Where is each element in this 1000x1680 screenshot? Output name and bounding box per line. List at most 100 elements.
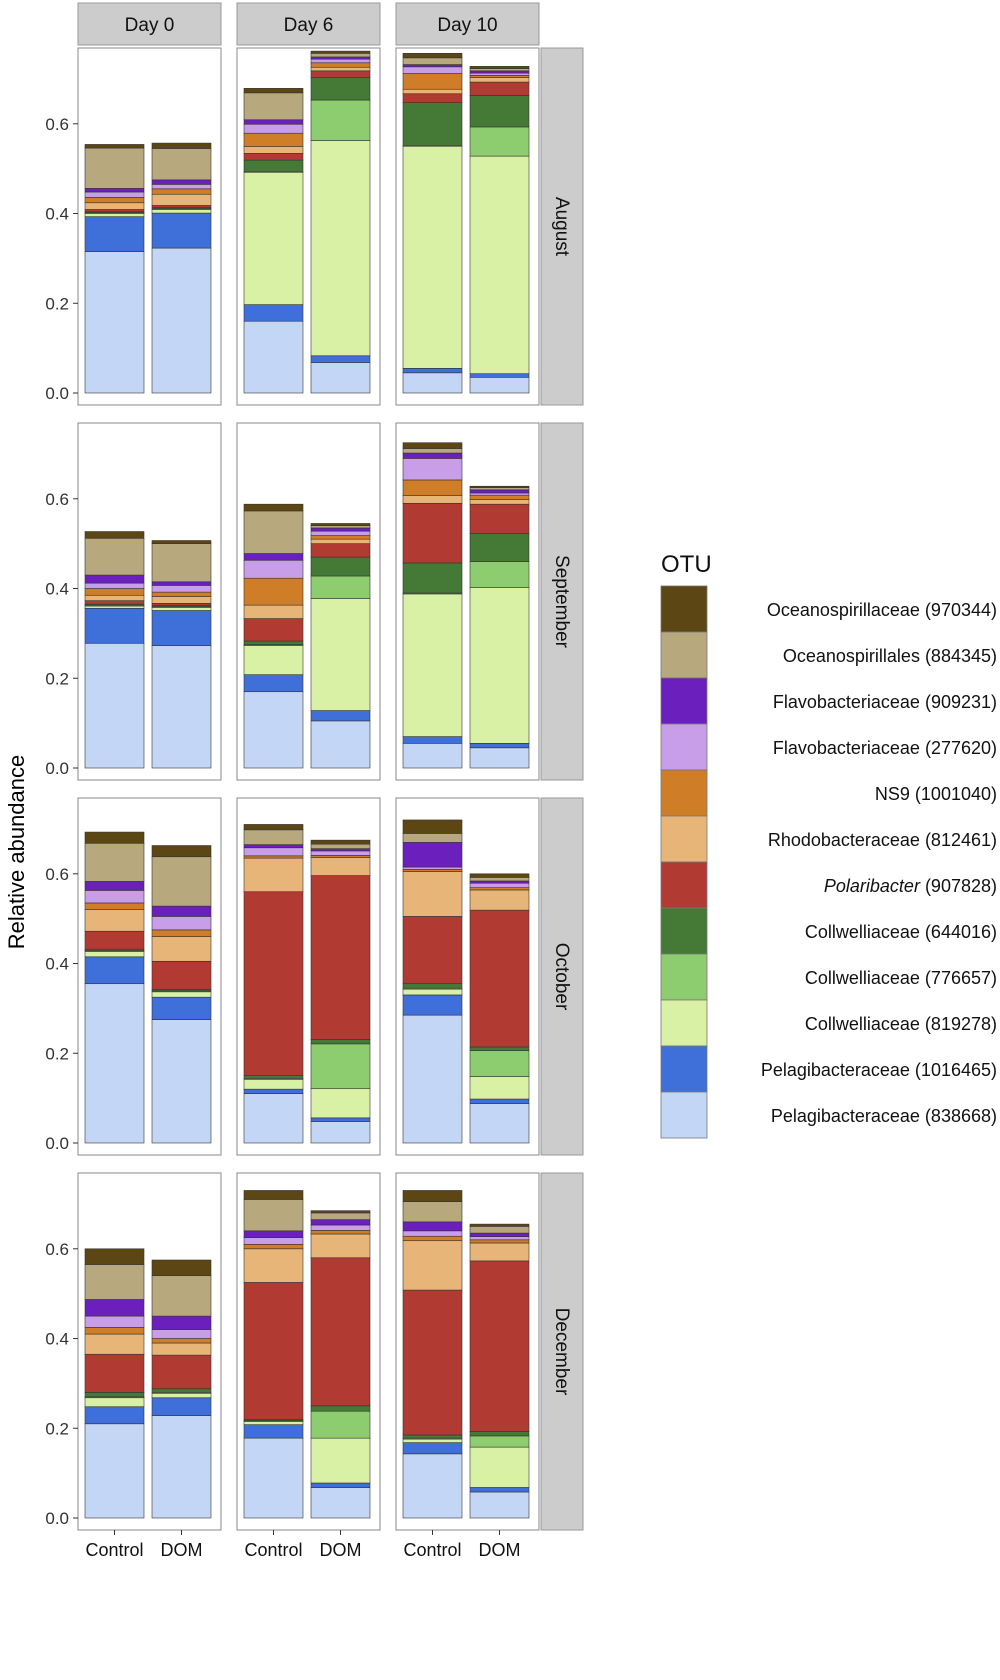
legend-key: [660, 631, 708, 679]
legend-label: Collwelliaceae (776657): [805, 968, 997, 988]
bar-segment-oceanospirillales-884345: [151, 1275, 212, 1317]
bar-segment-flavobacteriaceae-909231: [243, 844, 304, 849]
bar-segment-collwelliaceae-776657: [310, 1043, 371, 1090]
facet-label: Day 10: [437, 15, 497, 36]
y-tick-label: 0.2: [45, 669, 69, 688]
bar-segment-flavobacteriaceae-277620: [310, 530, 371, 536]
bar-segment-polaribacter-907828: [243, 153, 304, 161]
bar-segment-flavobacteriaceae-277620: [402, 1230, 463, 1237]
bar-segment-collwelliaceae-776657: [310, 99, 371, 141]
bar-segment-oceanospirillales-884345: [243, 1199, 304, 1232]
panel-october-day-0: [77, 797, 222, 1156]
bar-segment-flavobacteriaceae-909231: [84, 1299, 145, 1317]
bar-segment-flavobacteriaceae-909231: [151, 1315, 212, 1330]
bar-segment-flavobacteriaceae-909231: [310, 56, 371, 60]
bar-segment-ns9-1001040: [402, 1235, 463, 1242]
bar-segment-collwelliaceae-644016: [310, 1405, 371, 1412]
bar-segment-polaribacter-907828: [243, 1282, 304, 1420]
bar-segment-collwelliaceae-819278: [84, 951, 145, 958]
bar-segment-pelagibacteraceae-1016465: [243, 674, 304, 693]
bar-segment-oceanospirillales-884345: [151, 148, 212, 181]
bar-segment-rhodobacteraceae-812461: [469, 499, 530, 505]
bar-segment-oceanospirillaceae-970344: [402, 442, 463, 449]
bar-segment-oceanospirillaceae-970344: [469, 873, 530, 878]
bar-segment-oceanospirillales-884345: [84, 842, 145, 882]
bar-segment-flavobacteriaceae-277620: [84, 1315, 145, 1328]
bar-control: [243, 824, 304, 1144]
facet-strip-day-6: Day 6: [236, 2, 381, 46]
bar-segment-oceanospirillales-884345: [469, 1226, 530, 1234]
facet-label: October: [551, 943, 572, 1011]
bar-segment-pelagibacteraceae-1016465: [151, 610, 212, 646]
bar-segment-collwelliaceae-644016: [310, 1039, 371, 1045]
bar-segment-pelagibacteraceae-1016465: [402, 736, 463, 744]
bar-segment-collwelliaceae-819278: [151, 209, 212, 214]
bar-segment-oceanospirillales-884345: [310, 53, 371, 58]
bar-dom: [310, 50, 371, 394]
bar-segment-oceanospirillaceae-970344: [310, 523, 371, 527]
bar-segment-pelagibacteraceae-838668: [151, 1415, 212, 1519]
y-tick-label: 0.2: [45, 1044, 69, 1063]
bar-control: [84, 144, 145, 394]
bar-segment-rhodobacteraceae-812461: [310, 1233, 371, 1259]
legend-key: [660, 1091, 708, 1139]
bar-segment-flavobacteriaceae-909231: [469, 880, 530, 884]
bar-segment-flavobacteriaceae-909231: [310, 848, 371, 852]
bar-segment-ns9-1001040: [310, 535, 371, 540]
bar-segment-pelagibacteraceae-838668: [243, 1437, 304, 1519]
bar-segment-flavobacteriaceae-909231: [151, 179, 212, 185]
bar-segment-pelagibacteraceae-1016465: [469, 743, 530, 749]
bar-segment-polaribacter-907828: [402, 93, 463, 104]
bar-segment-polaribacter-907828: [310, 1257, 371, 1407]
bar-segment-oceanospirillaceae-970344: [310, 1210, 371, 1214]
bar-segment-flavobacteriaceae-909231: [402, 64, 463, 68]
bar-segment-collwelliaceae-644016: [310, 556, 371, 577]
bar-segment-pelagibacteraceae-838668: [151, 1019, 212, 1144]
bar-segment-pelagibacteraceae-838668: [243, 320, 304, 394]
bar-segment-collwelliaceae-819278: [243, 1078, 304, 1090]
facet-label: September: [551, 555, 572, 649]
bar-segment-pelagibacteraceae-1016465: [84, 216, 145, 252]
x-tick-label: Control: [85, 1540, 143, 1560]
bar-segment-collwelliaceae-776657: [310, 1410, 371, 1439]
bar-segment-collwelliaceae-644016: [243, 159, 304, 172]
legend-item-pelagibacteraceae-838668: Pelagibacteraceae (838668): [660, 1091, 997, 1139]
legend-key: [660, 585, 708, 633]
bar-segment-flavobacteriaceae-277620: [243, 123, 304, 134]
facet-strip-bg: [540, 797, 584, 1156]
bar-segment-rhodobacteraceae-812461: [84, 594, 145, 601]
legend-label: Collwelliaceae (819278): [805, 1014, 997, 1034]
legend-key: [660, 999, 708, 1047]
bar-dom: [469, 485, 530, 769]
bar-segment-flavobacteriaceae-277620: [310, 58, 371, 64]
y-tick-label: 0.0: [45, 759, 69, 778]
panel-october-day-10: [395, 797, 540, 1156]
bar-segment-collwelliaceae-819278: [310, 598, 371, 711]
bar-segment-oceanospirillaceae-970344: [243, 824, 304, 831]
bar-segment-ns9-1001040: [84, 1327, 145, 1335]
facet-label: Day 6: [284, 15, 334, 36]
y-axis-september: 0.0 0.2 0.4 0.6: [45, 490, 78, 778]
bar-segment-ns9-1001040: [469, 494, 530, 500]
bar-segment-oceanospirillales-884345: [402, 57, 463, 65]
bar-segment-collwelliaceae-819278: [402, 593, 463, 737]
bar-segment-pelagibacteraceae-838668: [469, 747, 530, 769]
bar-segment-oceanospirillales-884345: [469, 877, 530, 882]
bar-segment-polaribacter-907828: [84, 209, 145, 213]
bar-control: [402, 442, 463, 769]
bar-segment-oceanospirillaceae-970344: [243, 503, 304, 512]
bar-segment-polaribacter-907828: [151, 205, 212, 208]
legend-item-flavobacteriaceae-909231: Flavobacteriaceae (909231): [660, 677, 997, 725]
panel-august-day-6: [236, 47, 381, 406]
bar-segment-pelagibacteraceae-838668: [310, 362, 371, 394]
panel-august-day-10: [395, 47, 540, 406]
bar-segment-oceanospirillales-884345: [151, 543, 212, 583]
legend-item-polaribacter-907828: Polaribacter (907828): [660, 861, 997, 909]
y-tick-label: 0.6: [45, 115, 69, 134]
bar-segment-oceanospirillales-884345: [243, 829, 304, 845]
bar-segment-pelagibacteraceae-838668: [84, 642, 145, 769]
bar-segment-ns9-1001040: [469, 1239, 530, 1244]
bar-segment-pelagibacteraceae-838668: [84, 983, 145, 1144]
bar-segment-collwelliaceae-776657: [469, 126, 530, 157]
bar-segment-oceanospirillaceae-970344: [84, 1248, 145, 1265]
